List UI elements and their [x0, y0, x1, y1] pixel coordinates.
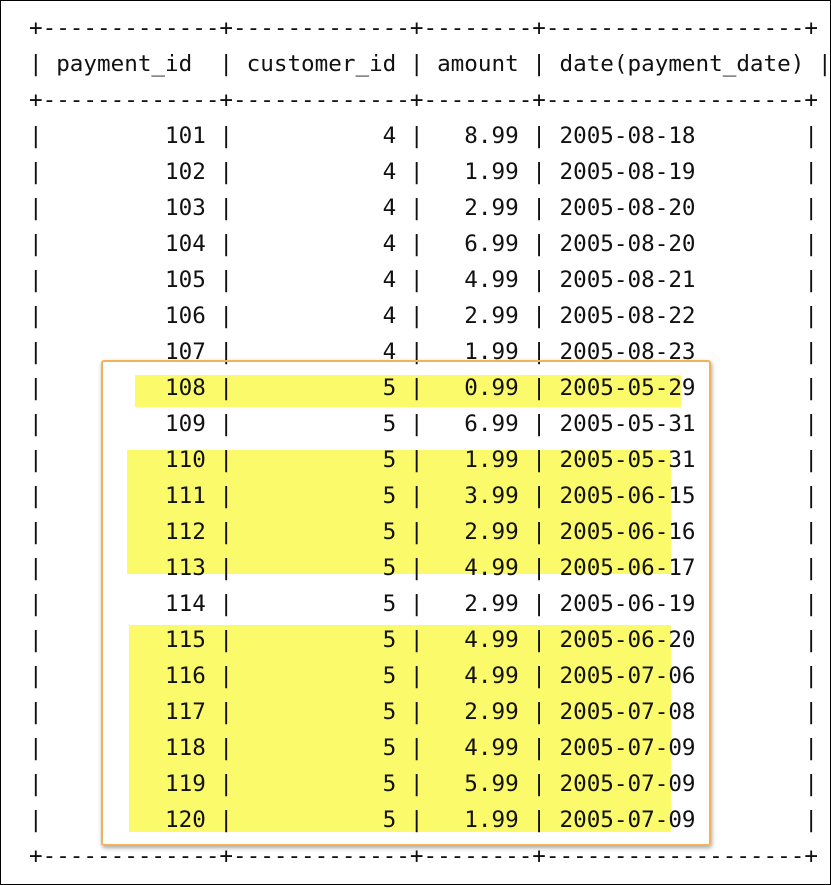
table-row: | 113 | 5 | 4.99 | 2005-06-17 |	[29, 555, 818, 581]
table-header-row: | payment_id | customer_id | amount | da…	[29, 46, 831, 82]
table-header-border: +-------------+-------------+--------+--…	[29, 87, 818, 113]
table-row: | 106 | 4 | 2.99 | 2005-08-22 |	[29, 303, 818, 329]
table-row: | 111 | 5 | 3.99 | 2005-06-15 |	[29, 483, 818, 509]
table-row: | 105 | 4 | 4.99 | 2005-08-21 |	[29, 267, 818, 293]
table-row: | 120 | 5 | 1.99 | 2005-07-09 |	[29, 807, 818, 833]
table-top-border: +-------------+-------------+--------+--…	[29, 15, 818, 41]
table-row: | 114 | 5 | 2.99 | 2005-06-19 |	[29, 591, 818, 617]
table-row: | 101 | 4 | 8.99 | 2005-08-18 |	[29, 123, 818, 149]
highlight-band-115-120	[129, 625, 671, 832]
table-row: | 108 | 5 | 0.99 | 2005-05-29 |	[29, 375, 818, 401]
table-row: | 102 | 4 | 1.99 | 2005-08-19 |	[29, 159, 818, 185]
table-row: | 107 | 4 | 1.99 | 2005-08-23 |	[29, 339, 818, 365]
table-row: | 110 | 5 | 1.99 | 2005-05-31 |	[29, 447, 818, 473]
table-row: | 119 | 5 | 5.99 | 2005-07-09 |	[29, 771, 818, 797]
table-row: | 112 | 5 | 2.99 | 2005-06-16 |	[29, 519, 818, 545]
table-row: | 104 | 4 | 6.99 | 2005-08-20 |	[29, 231, 818, 257]
highlight-band-108	[135, 375, 681, 407]
table-bottom-border: +-------------+-------------+--------+--…	[29, 843, 818, 869]
table-row: | 118 | 5 | 4.99 | 2005-07-09 |	[29, 735, 818, 761]
table-row: | 117 | 5 | 2.99 | 2005-07-08 |	[29, 699, 818, 725]
customer-5-callout-box	[101, 360, 711, 846]
table-row: | 116 | 5 | 4.99 | 2005-07-06 |	[29, 663, 818, 689]
table-row: | 103 | 4 | 2.99 | 2005-08-20 |	[29, 195, 818, 221]
table-row: | 109 | 5 | 6.99 | 2005-05-31 |	[29, 411, 818, 437]
header-row-text: | payment_id | customer_id | amount | da…	[29, 51, 831, 77]
table-row: | 115 | 5 | 4.99 | 2005-06-20 |	[29, 627, 818, 653]
highlight-band-110-113	[127, 450, 671, 574]
